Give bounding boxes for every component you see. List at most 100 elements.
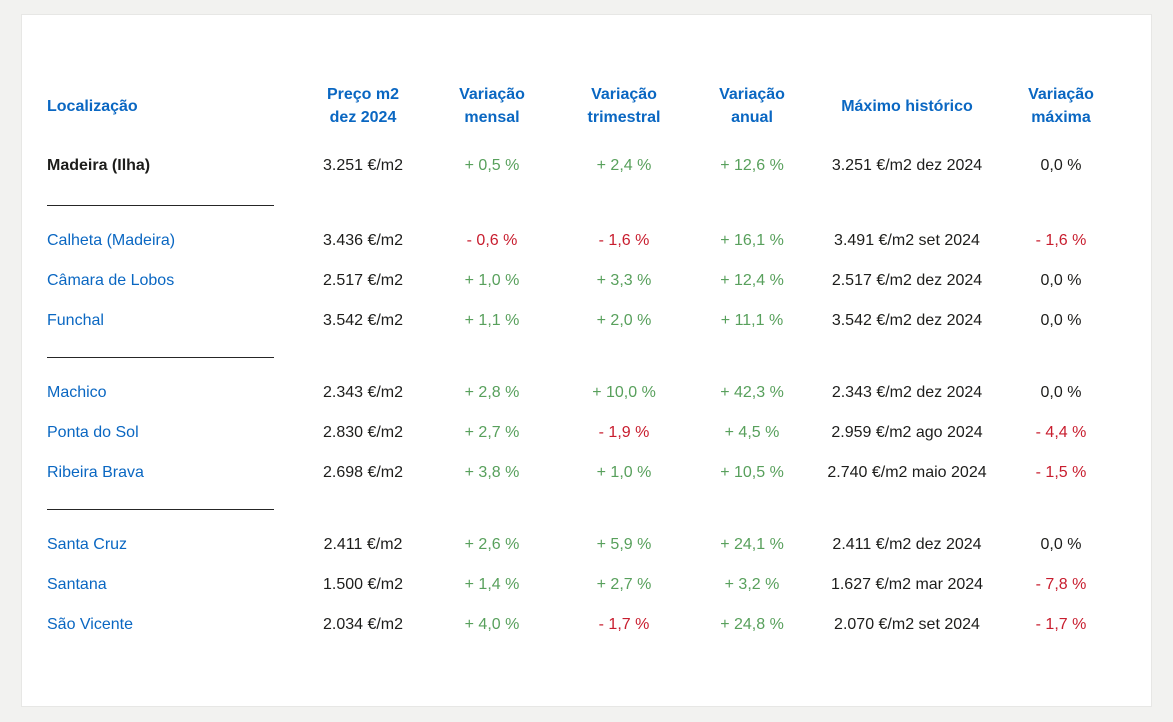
annual-variation-cell: + 12,6 %	[720, 157, 784, 174]
price-cell: 3.542 €/m2	[322, 312, 404, 329]
location-link[interactable]: Santa Cruz	[47, 536, 128, 553]
table-row: São Vicente 2.034 €/m2 + 4,0 % - 1,7 % + 24,…	[47, 605, 1121, 645]
price-cell: 2.034 €/m2	[322, 616, 404, 633]
price-cell: 2.517 €/m2	[322, 272, 404, 289]
table-row: Câmara de Lobos 2.517 €/m2 + 1,0 % + 3,3 % +…	[47, 261, 1121, 301]
annual-variation-cell: + 3,2 %	[724, 576, 780, 593]
group-separator-row	[47, 189, 1121, 221]
location-link[interactable]: Machico	[47, 384, 107, 401]
group-separator-row	[47, 493, 1121, 525]
quarterly-variation-cell: + 2,4 %	[596, 157, 652, 174]
column-header-maxvar: Variação máxima	[1028, 86, 1094, 126]
annual-variation-cell: + 24,1 %	[720, 536, 784, 553]
table-row: Santana 1.500 €/m2 + 1,4 % + 2,7 % + 3,2 % 1.…	[47, 565, 1121, 605]
quarterly-variation-cell: + 10,0 %	[592, 384, 656, 401]
column-header-quarterly: Variação trimestral	[587, 86, 661, 126]
max-variation-cell: 0,0 %	[1040, 312, 1082, 329]
price-cell: 1.500 €/m2	[322, 576, 404, 593]
location-link[interactable]: Ponta do Sol	[47, 424, 139, 441]
max-variation-cell: 0,0 %	[1040, 272, 1082, 289]
quarterly-variation-cell: - 1,6 %	[598, 232, 650, 249]
price-cell: 3.251 €/m2	[322, 157, 404, 174]
monthly-variation-cell: + 4,0 %	[464, 616, 520, 633]
monthly-variation-cell: + 2,6 %	[464, 536, 520, 553]
annual-variation-cell: + 24,8 %	[720, 616, 784, 633]
annual-variation-cell: + 4,5 %	[724, 424, 780, 441]
quarterly-variation-cell: + 5,9 %	[596, 536, 652, 553]
max-variation-cell: - 7,8 %	[1035, 576, 1087, 593]
quarterly-variation-cell: - 1,7 %	[598, 616, 650, 633]
monthly-variation-cell: - 0,6 %	[466, 232, 518, 249]
max-historic-cell: 2.070 €/m2 set 2024	[834, 616, 980, 633]
separator-line	[47, 204, 274, 206]
monthly-variation-cell: + 2,7 %	[464, 424, 520, 441]
quarterly-variation-cell: + 3,3 %	[596, 272, 652, 289]
separator-line	[47, 356, 274, 358]
location-link[interactable]: Câmara de Lobos	[47, 272, 175, 289]
max-historic-cell: 3.542 €/m2 dez 2024	[831, 312, 983, 329]
table-header-row: Localização Preço m2 dez 2024 Variação mensa…	[47, 83, 1121, 143]
max-historic-cell: 3.491 €/m2 set 2024	[834, 232, 980, 249]
monthly-variation-cell: + 3,8 %	[464, 464, 520, 481]
annual-variation-cell: + 11,1 %	[720, 312, 784, 329]
location-label: Madeira (Ilha)	[47, 157, 151, 174]
quarterly-variation-cell: + 2,0 %	[596, 312, 652, 329]
max-variation-cell: - 1,7 %	[1035, 616, 1087, 633]
column-header-max: Máximo histórico	[841, 97, 973, 115]
quarterly-variation-cell: + 2,7 %	[596, 576, 652, 593]
price-table: Localização Preço m2 dez 2024 Variação mensa…	[47, 83, 1121, 645]
max-historic-cell: 2.517 €/m2 dez 2024	[831, 272, 983, 289]
location-link[interactable]: Funchal	[47, 312, 104, 329]
location-cell: Ribeira Brava	[47, 453, 299, 493]
max-historic-cell: 2.740 €/m2 maio 2024	[827, 464, 987, 481]
location-link[interactable]: São Vicente	[47, 616, 133, 633]
table-row: Santa Cruz 2.411 €/m2 + 2,6 % + 5,9 % + 24,1…	[47, 525, 1121, 565]
separator-line	[47, 508, 274, 510]
table-row: Funchal 3.542 €/m2 + 1,1 % + 2,0 % + 11,1 % 3…	[47, 301, 1121, 341]
max-variation-cell: 0,0 %	[1040, 536, 1082, 553]
annual-variation-cell: + 12,4 %	[720, 272, 784, 289]
location-link[interactable]: Ribeira Brava	[47, 464, 144, 481]
location-cell: São Vicente	[47, 605, 299, 645]
location-cell: Santana	[47, 565, 299, 605]
group-separator-row	[47, 341, 1121, 373]
annual-variation-cell: + 42,3 %	[720, 384, 784, 401]
monthly-variation-cell: + 1,0 %	[464, 272, 520, 289]
max-historic-cell: 2.959 €/m2 ago 2024	[831, 424, 983, 441]
location-cell: Funchal	[47, 301, 299, 341]
location-cell: Ponta do Sol	[47, 413, 299, 453]
column-header-loc: Localização	[47, 97, 138, 115]
monthly-variation-cell: + 1,4 %	[464, 576, 520, 593]
max-variation-cell: - 1,6 %	[1035, 232, 1087, 249]
max-variation-cell: 0,0 %	[1040, 384, 1082, 401]
table-body: Madeira (Ilha) 3.251 €/m2 + 0,5 % + 2,4 % + …	[47, 143, 1121, 645]
quarterly-variation-cell: + 1,0 %	[596, 464, 652, 481]
annual-variation-cell: + 10,5 %	[720, 464, 784, 481]
price-cell: 2.698 €/m2	[322, 464, 404, 481]
table-row: Calheta (Madeira) 3.436 €/m2 - 0,6 % - 1,6 …	[47, 221, 1121, 261]
max-variation-cell: - 4,4 %	[1035, 424, 1087, 441]
max-historic-cell: 3.251 €/m2 dez 2024	[831, 157, 983, 174]
location-cell: Câmara de Lobos	[47, 261, 299, 301]
max-variation-cell: - 1,5 %	[1035, 464, 1087, 481]
price-table-card: Localização Preço m2 dez 2024 Variação mensa…	[21, 14, 1152, 707]
price-cell: 3.436 €/m2	[322, 232, 404, 249]
location-cell: Machico	[47, 373, 299, 413]
price-cell: 2.343 €/m2	[322, 384, 404, 401]
column-header-price: Preço m2 dez 2024	[326, 86, 400, 126]
monthly-variation-cell: + 2,8 %	[464, 384, 520, 401]
location-cell: Santa Cruz	[47, 525, 299, 565]
location-link[interactable]: Santana	[47, 576, 107, 593]
max-historic-cell: 2.343 €/m2 dez 2024	[831, 384, 983, 401]
annual-variation-cell: + 16,1 %	[720, 232, 784, 249]
max-historic-cell: 1.627 €/m2 mar 2024	[830, 576, 984, 593]
monthly-variation-cell: + 1,1 %	[464, 312, 520, 329]
location-link[interactable]: Calheta (Madeira)	[47, 232, 176, 249]
location-cell: Calheta (Madeira)	[47, 221, 299, 261]
table-row: Ponta do Sol 2.830 €/m2 + 2,7 % - 1,9 % + 4,…	[47, 413, 1121, 453]
max-variation-cell: 0,0 %	[1040, 157, 1082, 174]
location-cell: Madeira (Ilha)	[47, 143, 299, 189]
max-historic-cell: 2.411 €/m2 dez 2024	[832, 536, 982, 553]
price-cell: 2.830 €/m2	[322, 424, 404, 441]
table-row: Ribeira Brava 2.698 €/m2 + 3,8 % + 1,0 % + 1…	[47, 453, 1121, 493]
